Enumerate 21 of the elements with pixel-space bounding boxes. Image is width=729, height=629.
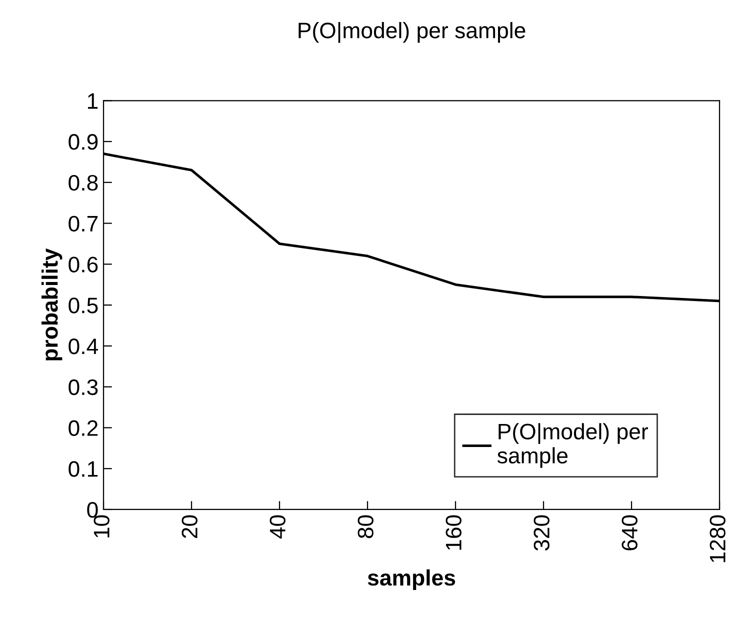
x-tick-label: 40: [270, 515, 286, 539]
chart-title: P(O|model) per sample: [298, 22, 526, 43]
x-tick-label: 160: [446, 515, 462, 550]
y-axis-title: probability: [41, 248, 62, 360]
y-tick-label: 0.7: [68, 216, 98, 232]
x-tick-label: 20: [182, 515, 198, 538]
y-tick-label: 0.2: [68, 420, 98, 436]
x-axis-title: samples: [368, 569, 456, 590]
x-tick-label: 80: [358, 515, 374, 538]
y-tick-label: 0.5: [68, 298, 98, 314]
x-tick-label: 640: [622, 515, 638, 550]
y-tick-label: 0.1: [68, 461, 98, 477]
y-tick-label: 0.4: [68, 338, 98, 354]
y-tick-label: 0.9: [68, 134, 98, 150]
y-tick-label: 0.3: [68, 379, 98, 396]
legend-label: P(O|model) per sample: [497, 423, 648, 468]
y-tick-label: 0.8: [68, 174, 98, 191]
y-tick-label: 1: [88, 93, 98, 109]
y-tick-label: 0.6: [68, 256, 98, 272]
x-tick-label: 1280: [710, 515, 726, 562]
x-tick-label: 320: [534, 515, 550, 551]
